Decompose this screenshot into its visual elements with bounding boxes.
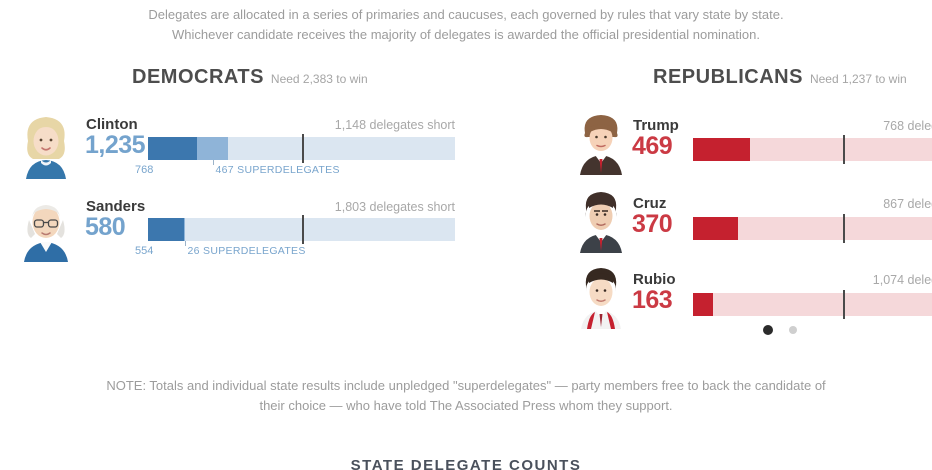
delegates-short-label: 1,074 delegates short: [872, 273, 932, 287]
superdelegate-count-label: 467 SUPERDELEGATES: [215, 164, 340, 176]
intro-line-1: Delegates are allocated in a series of p…: [148, 7, 784, 22]
rubio-delegate-bar: [693, 290, 932, 319]
needed-to-win-tick: [843, 214, 846, 243]
superdelegate-tick: [184, 241, 186, 246]
delegate-segment: [693, 293, 713, 316]
delegate-total: 580: [85, 213, 126, 241]
carousel-dot-2[interactable]: [789, 326, 797, 334]
delegate-total: 469: [632, 132, 673, 160]
candidate-row-cruz: Cruz 370 867 delegates short: [0, 189, 932, 261]
delegates-short-label: 1,148 delegates short: [334, 118, 455, 132]
trump-delegate-bar: [693, 135, 932, 164]
carousel-dot-1[interactable]: [763, 325, 773, 335]
trump-portrait-icon: [577, 111, 625, 175]
pledged-segment: [148, 218, 184, 241]
sanders-delegate-bar: 554 26 SUPERDELEGATES: [135, 215, 455, 257]
pledged-segment: [148, 137, 198, 160]
pledged-count-label: 554: [135, 245, 154, 257]
intro-line-2: Whichever candidate receives the majorit…: [172, 27, 760, 42]
needed-to-win-tick: [843, 290, 846, 319]
delegate-segment: [693, 217, 738, 240]
carousel-pagination: [763, 325, 797, 335]
cruz-portrait-icon: [577, 189, 625, 253]
delegates-short-label: 867 delegates short: [883, 197, 932, 211]
clinton-delegate-bar: 768 467 SUPERDELEGATES: [135, 134, 455, 176]
state-delegate-counts-heading: STATE DELEGATE COUNTS: [350, 457, 582, 470]
republicans-header: REPUBLICANS Need 1,237 to win: [653, 66, 907, 89]
democrats-title: DEMOCRATS: [132, 66, 264, 88]
candidate-row-rubio: Rubio 163 1,074 delegates short: [0, 265, 932, 337]
footnote: NOTE: Totals and individual state result…: [0, 376, 932, 416]
pledged-count-label: 768: [135, 164, 154, 176]
cruz-delegate-bar: [693, 214, 932, 243]
delegate-total: 1,235: [85, 131, 146, 159]
candidate-name: Rubio: [633, 271, 676, 288]
candidate-name: Sanders: [86, 198, 146, 215]
intro-text: Delegates are allocated in a series of p…: [0, 5, 932, 45]
democrats-need-to-win: Need 2,383 to win: [270, 72, 368, 86]
republicans-title: REPUBLICANS: [653, 66, 803, 88]
needed-to-win-tick: [301, 215, 304, 244]
superdelegate-count-label: 26 SUPERDELEGATES: [187, 245, 306, 257]
superdelegate-segment: [183, 218, 186, 241]
superdelegate-tick: [212, 160, 214, 165]
delegate-segment: [693, 138, 750, 161]
rubio-portrait-icon: [577, 265, 625, 329]
superdelegate-segment: [197, 137, 228, 160]
candidate-name: Trump: [633, 117, 679, 134]
delegates-short-label: 768 delegates short: [883, 119, 932, 133]
needed-to-win-tick: [843, 135, 846, 164]
clinton-portrait-icon: [19, 111, 73, 179]
candidate-row-trump: Trump 469 768 delegates short: [0, 111, 932, 183]
candidate-row-clinton: Clinton 1,235 1,148 delegates short 768 …: [0, 110, 932, 182]
delegate-total: 163: [632, 286, 673, 314]
candidate-name: Cruz: [633, 195, 667, 212]
delegate-total: 370: [632, 210, 673, 238]
sanders-portrait-icon: [19, 194, 73, 262]
candidate-row-sanders: Sanders 580 1,803 delegates short 554 26…: [0, 192, 932, 264]
candidate-name: Clinton: [86, 116, 138, 133]
footnote-line-1: NOTE: Totals and individual state result…: [106, 378, 826, 393]
footnote-line-2: their choice — who have told The Associa…: [259, 398, 673, 413]
delegates-short-label: 1,803 delegates short: [334, 200, 455, 214]
needed-to-win-tick: [301, 134, 304, 163]
democrats-header: DEMOCRATS Need 2,383 to win: [132, 66, 368, 89]
republicans-need-to-win: Need 1,237 to win: [809, 72, 907, 86]
